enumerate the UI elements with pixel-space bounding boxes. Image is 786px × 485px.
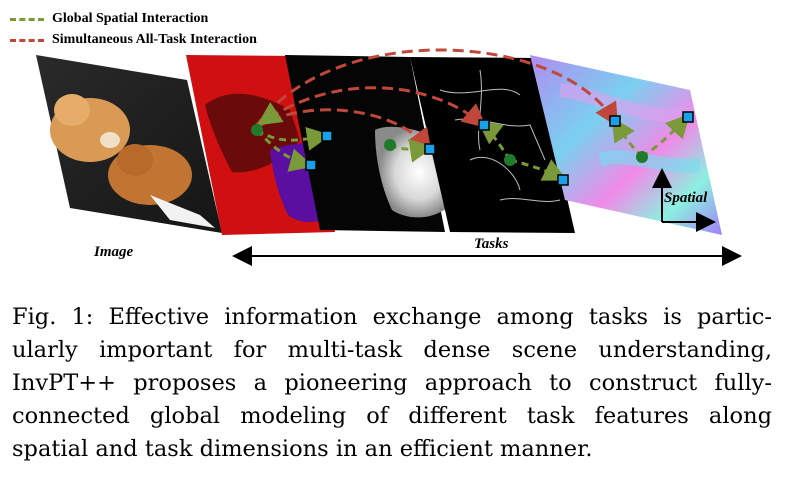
key-squares [305,111,694,186]
caption-line: connected global modeling of different t… [12,403,772,429]
legend-alltask: Simultaneous All-Task Interaction [10,30,257,50]
figure-caption: Fig. 1: Effective information exchange a… [12,301,772,466]
figure: Global Spatial Interaction Simultaneous … [10,9,742,266]
caption-line: spatial and task dimensions in an effici… [12,436,593,462]
green-dashed-line-icon [10,17,44,21]
tasks-label: Tasks [474,236,509,252]
caption-line: Fig. 1: Effective information exchange a… [12,304,772,330]
spatial-axis [652,168,716,232]
query-points [251,124,648,166]
input-image-panel [36,55,222,233]
red-dashed-line-icon [10,38,44,42]
caption-line: InvPT++ proposes a pioneering approach t… [12,370,772,396]
spatial-label: Spatial [664,190,708,206]
legend-global: Global Spatial Interaction [10,9,208,29]
legend-alltask-label: Simultaneous All-Task Interaction [52,32,257,47]
caption-line: ularly important for multi-task dense sc… [12,337,772,363]
legend-global-label: Global Spatial Interaction [52,11,209,26]
image-label: Image [94,244,134,260]
figure-svg [36,48,742,266]
